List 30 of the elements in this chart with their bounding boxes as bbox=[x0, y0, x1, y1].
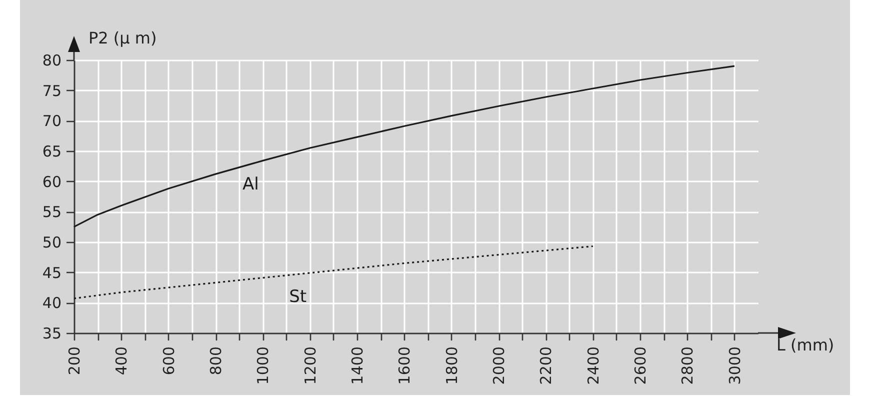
line-series bbox=[73, 65, 736, 228]
y-tick-label: 65 bbox=[42, 142, 62, 160]
x-tick-label: 1800 bbox=[442, 346, 461, 385]
y-tick-label: 40 bbox=[42, 294, 62, 312]
x-tick-label: 2400 bbox=[584, 346, 602, 385]
series-label: Al bbox=[242, 174, 259, 195]
x-tick-label: 1600 bbox=[396, 346, 414, 385]
x-tick-label: 1000 bbox=[254, 346, 272, 385]
x-tick-label: 200 bbox=[66, 346, 84, 376]
x-tick-label: 800 bbox=[207, 346, 226, 376]
y-tick-label: 80 bbox=[42, 52, 62, 70]
y-tick-label: 60 bbox=[42, 172, 62, 191]
x-tick-label: 2600 bbox=[632, 346, 650, 385]
x-tick-label: 2800 bbox=[678, 346, 697, 385]
y-tick-label: 35 bbox=[42, 324, 62, 342]
y-tick-label: 75 bbox=[42, 82, 62, 100]
x-axis-title: L (mm) bbox=[776, 336, 834, 354]
x-tick-label: 600 bbox=[160, 346, 178, 376]
y-axis-title: P2 (μ m) bbox=[88, 28, 157, 48]
y-tick-label: 50 bbox=[42, 234, 62, 252]
x-tick-label: 3000 bbox=[726, 346, 744, 385]
series-label: St bbox=[289, 286, 307, 307]
x-tick-label: 2000 bbox=[490, 346, 508, 385]
y-tick-label: 70 bbox=[42, 112, 62, 130]
x-tick-label: 1400 bbox=[348, 346, 367, 385]
x-tick-label: 2200 bbox=[537, 346, 556, 385]
y-tick-label: 55 bbox=[42, 203, 62, 222]
x-tick-label: 1200 bbox=[301, 346, 320, 385]
y-tick-label: 45 bbox=[42, 264, 62, 282]
x-tick-label: 400 bbox=[112, 346, 131, 376]
